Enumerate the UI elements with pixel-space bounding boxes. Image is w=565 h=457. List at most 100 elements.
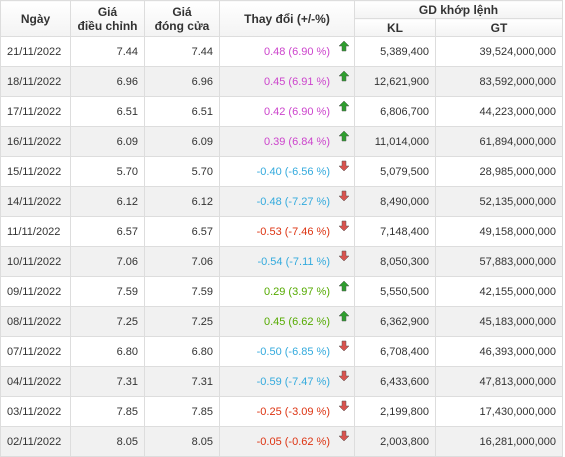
cell-adjusted-price: 6.96 xyxy=(70,66,145,97)
cell-adjusted-price: 7.25 xyxy=(70,306,145,337)
cell-change: -0.48 (-7.27 %) xyxy=(219,186,355,217)
cell-value: 83,592,000,000 xyxy=(434,66,564,97)
cell-close-price: 6.51 xyxy=(144,96,220,127)
header-volume-label: KL xyxy=(387,20,403,35)
table-row: 02/11/2022 8.05 8.05 -0.05 (-0.62 %) 2,003,8… xyxy=(0,426,564,457)
header-change[interactable]: Thay đổi (+/-%) xyxy=(219,0,355,37)
cell-value: 45,183,000,000 xyxy=(434,306,564,337)
table-header: Ngày Giá điều chỉnh Giá đóng cửa Thay đổ… xyxy=(0,0,564,37)
table-row: 21/11/2022 7.44 7.44 0.48 (6.90 %) 5,389,400… xyxy=(0,36,564,67)
cell-date: 15/11/2022 xyxy=(0,156,71,187)
table-row: 11/11/2022 6.57 6.57 -0.53 (-7.46 %) 7,148,4… xyxy=(0,216,564,247)
arrow-down-icon xyxy=(338,190,350,202)
cell-value: 39,524,000,000 xyxy=(434,36,564,67)
cell-close-price: 7.85 xyxy=(144,396,220,427)
cell-volume: 7,148,400 xyxy=(354,216,436,247)
table-row: 09/11/2022 7.59 7.59 0.29 (3.97 %) 5,550,500… xyxy=(0,276,564,307)
cell-date: 04/11/2022 xyxy=(0,366,71,397)
cell-adjusted-price: 7.59 xyxy=(70,276,145,307)
cell-change: 0.39 (6.84 %) xyxy=(219,126,355,157)
cell-adjusted-price: 7.85 xyxy=(70,396,145,427)
change-value: 0.45 (6.91 %) xyxy=(263,75,330,88)
cell-change: 0.45 (6.91 %) xyxy=(219,66,355,97)
table-body: 21/11/2022 7.44 7.44 0.48 (6.90 %) 5,389,400… xyxy=(0,36,564,457)
header-close-price-line2: đóng cửa xyxy=(154,18,210,33)
table-row: 14/11/2022 6.12 6.12 -0.48 (-7.27 %) 8,490,0… xyxy=(0,186,564,217)
arrow-down-icon xyxy=(338,250,350,262)
header-adjusted-price[interactable]: Giá điều chỉnh xyxy=(70,0,145,37)
cell-value: 46,393,000,000 xyxy=(434,336,564,367)
header-date[interactable]: Ngày xyxy=(0,0,71,37)
cell-volume: 6,806,700 xyxy=(354,96,436,127)
cell-date: 21/11/2022 xyxy=(0,36,71,67)
cell-adjusted-price: 7.31 xyxy=(70,366,145,397)
cell-change: 0.48 (6.90 %) xyxy=(219,36,355,67)
cell-volume: 8,490,000 xyxy=(354,186,436,217)
cell-adjusted-price: 6.57 xyxy=(70,216,145,247)
cell-date: 08/11/2022 xyxy=(0,306,71,337)
cell-adjusted-price: 6.51 xyxy=(70,96,145,127)
cell-close-price: 6.96 xyxy=(144,66,220,97)
change-value: -0.50 (-6.85 %) xyxy=(256,345,330,358)
cell-close-price: 8.05 xyxy=(144,426,220,457)
cell-adjusted-price: 5.70 xyxy=(70,156,145,187)
cell-value: 57,883,000,000 xyxy=(434,246,564,277)
table-row: 15/11/2022 5.70 5.70 -0.40 (-6.56 %) 5,079,5… xyxy=(0,156,564,187)
cell-volume: 12,621,900 xyxy=(354,66,436,97)
arrow-up-icon xyxy=(338,100,350,112)
change-value: 0.45 (6.62 %) xyxy=(263,315,330,328)
cell-date: 10/11/2022 xyxy=(0,246,71,277)
change-value: 0.48 (6.90 %) xyxy=(263,45,330,58)
cell-volume: 2,199,800 xyxy=(354,396,436,427)
cell-date: 14/11/2022 xyxy=(0,186,71,217)
change-value: -0.59 (-7.47 %) xyxy=(256,375,330,388)
arrow-up-icon xyxy=(338,310,350,322)
cell-close-price: 7.44 xyxy=(144,36,220,67)
table-row: 16/11/2022 6.09 6.09 0.39 (6.84 %) 11,014,00… xyxy=(0,126,564,157)
arrow-down-icon xyxy=(338,220,350,232)
cell-volume: 5,550,500 xyxy=(354,276,436,307)
cell-change: -0.25 (-3.09 %) xyxy=(219,396,355,427)
cell-change: -0.53 (-7.46 %) xyxy=(219,216,355,247)
header-close-price[interactable]: Giá đóng cửa xyxy=(144,0,220,37)
header-date-label: Ngày xyxy=(20,11,51,26)
table-row: 10/11/2022 7.06 7.06 -0.54 (-7.11 %) 8,050,3… xyxy=(0,246,564,277)
cell-date: 09/11/2022 xyxy=(0,276,71,307)
cell-value: 42,155,000,000 xyxy=(434,276,564,307)
change-value: -0.54 (-7.11 %) xyxy=(257,255,330,268)
cell-date: 17/11/2022 xyxy=(0,96,71,127)
cell-value: 28,985,000,000 xyxy=(434,156,564,187)
table-row: 08/11/2022 7.25 7.25 0.45 (6.62 %) 6,362,900… xyxy=(0,306,564,337)
cell-close-price: 7.06 xyxy=(144,246,220,277)
cell-value: 49,158,000,000 xyxy=(434,216,564,247)
header-matched-trades-label: GD khớp lệnh xyxy=(418,2,499,17)
arrow-up-icon xyxy=(338,280,350,292)
header-close-price-line1: Giá xyxy=(172,4,192,19)
cell-date: 11/11/2022 xyxy=(0,216,71,247)
cell-change: -0.40 (-6.56 %) xyxy=(219,156,355,187)
cell-change: -0.50 (-6.85 %) xyxy=(219,336,355,367)
cell-close-price: 7.25 xyxy=(144,306,220,337)
header-value-label: GT xyxy=(490,20,508,35)
arrow-up-icon xyxy=(338,70,350,82)
cell-close-price: 7.59 xyxy=(144,276,220,307)
change-value: 0.42 (6.90 %) xyxy=(263,105,330,118)
header-adjusted-price-line1: Giá xyxy=(97,4,118,19)
header-value[interactable]: GT xyxy=(434,18,564,37)
table-row: 07/11/2022 6.80 6.80 -0.50 (-6.85 %) 6,708,4… xyxy=(0,336,564,367)
change-value: -0.25 (-3.09 %) xyxy=(256,405,330,418)
header-change-label: Thay đổi (+/-%) xyxy=(244,11,330,26)
header-adjusted-price-line2: điều chỉnh xyxy=(77,18,138,33)
cell-change: 0.29 (3.97 %) xyxy=(219,276,355,307)
arrow-up-icon xyxy=(338,130,350,142)
cell-close-price: 5.70 xyxy=(144,156,220,187)
cell-change: 0.45 (6.62 %) xyxy=(219,306,355,337)
cell-value: 47,813,000,000 xyxy=(434,366,564,397)
cell-close-price: 6.57 xyxy=(144,216,220,247)
cell-volume: 11,014,000 xyxy=(354,126,436,157)
cell-value: 61,894,000,000 xyxy=(434,126,564,157)
cell-adjusted-price: 6.09 xyxy=(70,126,145,157)
cell-date: 03/11/2022 xyxy=(0,396,71,427)
header-volume[interactable]: KL xyxy=(354,18,436,37)
